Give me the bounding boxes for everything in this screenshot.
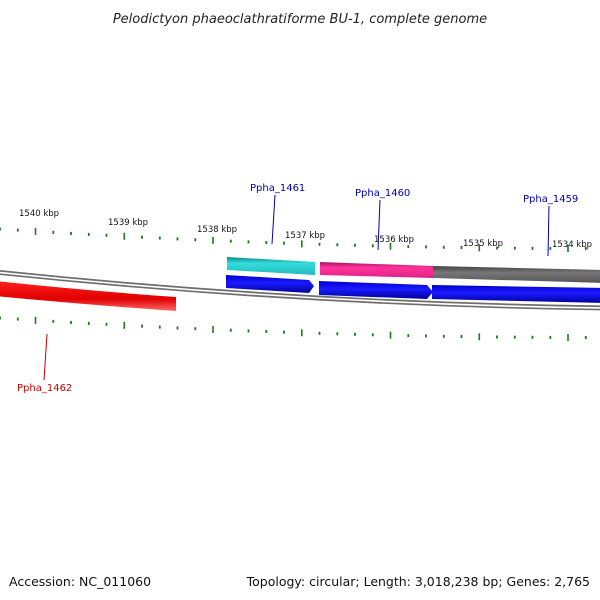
gene-label-ppha-1462[interactable]: Ppha_1462 [17,383,72,394]
tick-label-1539: 1539 kbp [108,218,148,228]
map-title: Pelodictyon phaeoclathratiforme BU-1, co… [113,12,487,27]
cds-ppha-1459[interactable] [432,285,600,303]
cds-ppha-1460[interactable] [319,281,433,299]
feature-magenta[interactable] [320,262,433,278]
gene-label-ppha-1459[interactable]: Ppha_1459 [523,194,578,205]
tick-label-1535: 1535 kbp [463,239,503,249]
gene-label-ppha-1460[interactable]: Ppha_1460 [355,188,410,199]
feature-gray[interactable] [433,266,600,283]
tick-label-1536: 1536 kbp [374,235,414,245]
scale-ticks-outer [0,227,587,252]
gene-label-ppha-1461[interactable]: Ppha_1461 [250,183,305,194]
feature-cyan[interactable] [227,257,315,275]
accession-text: Accession: NC_011060 [9,574,151,589]
leader-ppha-1461 [271,194,276,245]
tick-label-1540: 1540 kbp [19,209,59,219]
genome-summary-text: Topology: circular; Length: 3,018,238 bp… [246,574,590,589]
tick-label-1534: 1534 kbp [552,240,592,250]
tick-label-1538: 1538 kbp [197,225,237,235]
cds-ppha-1461[interactable] [226,275,314,293]
scale-ticks-inner [0,316,587,341]
cds-ppha-1462[interactable] [0,281,176,311]
leader-ppha-1459 [547,205,550,257]
genome-backbone-highlight [0,271,600,309]
tick-label-1537: 1537 kbp [285,231,325,241]
leader-ppha-1460 [377,199,381,251]
leader-ppha-1462 [43,333,48,381]
